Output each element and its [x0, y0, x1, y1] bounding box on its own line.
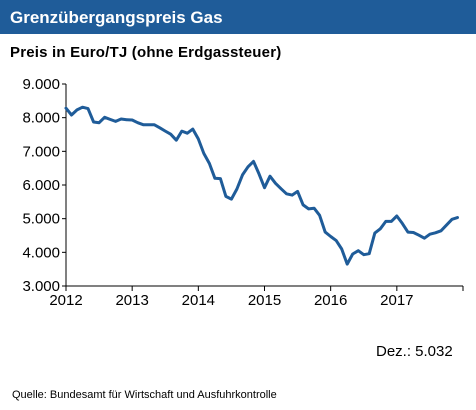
- series-group: [64, 105, 459, 266]
- x-tick-label: 2013: [115, 292, 148, 309]
- x-tick-label: 2015: [248, 292, 281, 309]
- chart-subtitle: Preis in Euro/TJ (ohne Erdgassteuer): [10, 44, 282, 61]
- x-tick-label: 2012: [49, 292, 82, 309]
- y-tick-label: 9.000: [22, 76, 60, 93]
- y-tick-label: 8.000: [22, 110, 60, 127]
- y-tick-label: 4.000: [22, 244, 60, 261]
- y-tick-label: 3.000: [22, 278, 60, 295]
- x-axis-ticks: 2012 2013 2014 2015 2016 2017: [49, 286, 464, 309]
- x-tick-label: 2014: [182, 292, 215, 309]
- latest-value-note: Dez.: 5.032: [376, 343, 453, 360]
- y-tick-label: 6.000: [22, 177, 60, 194]
- chart-title: Grenzübergangspreis Gas: [0, 0, 476, 34]
- y-tick-label: 5.000: [22, 211, 60, 228]
- source-note: Quelle: Bundesamt für Wirtschaft und Aus…: [12, 389, 277, 401]
- y-axis-ticks: 3.000 4.000 5.000 6.000 7.000 8.000 9.000: [22, 76, 66, 295]
- x-tick-label: 2017: [380, 292, 413, 309]
- series-line: [64, 105, 459, 266]
- x-tick-label: 2016: [314, 292, 347, 309]
- y-tick-label: 7.000: [22, 143, 60, 160]
